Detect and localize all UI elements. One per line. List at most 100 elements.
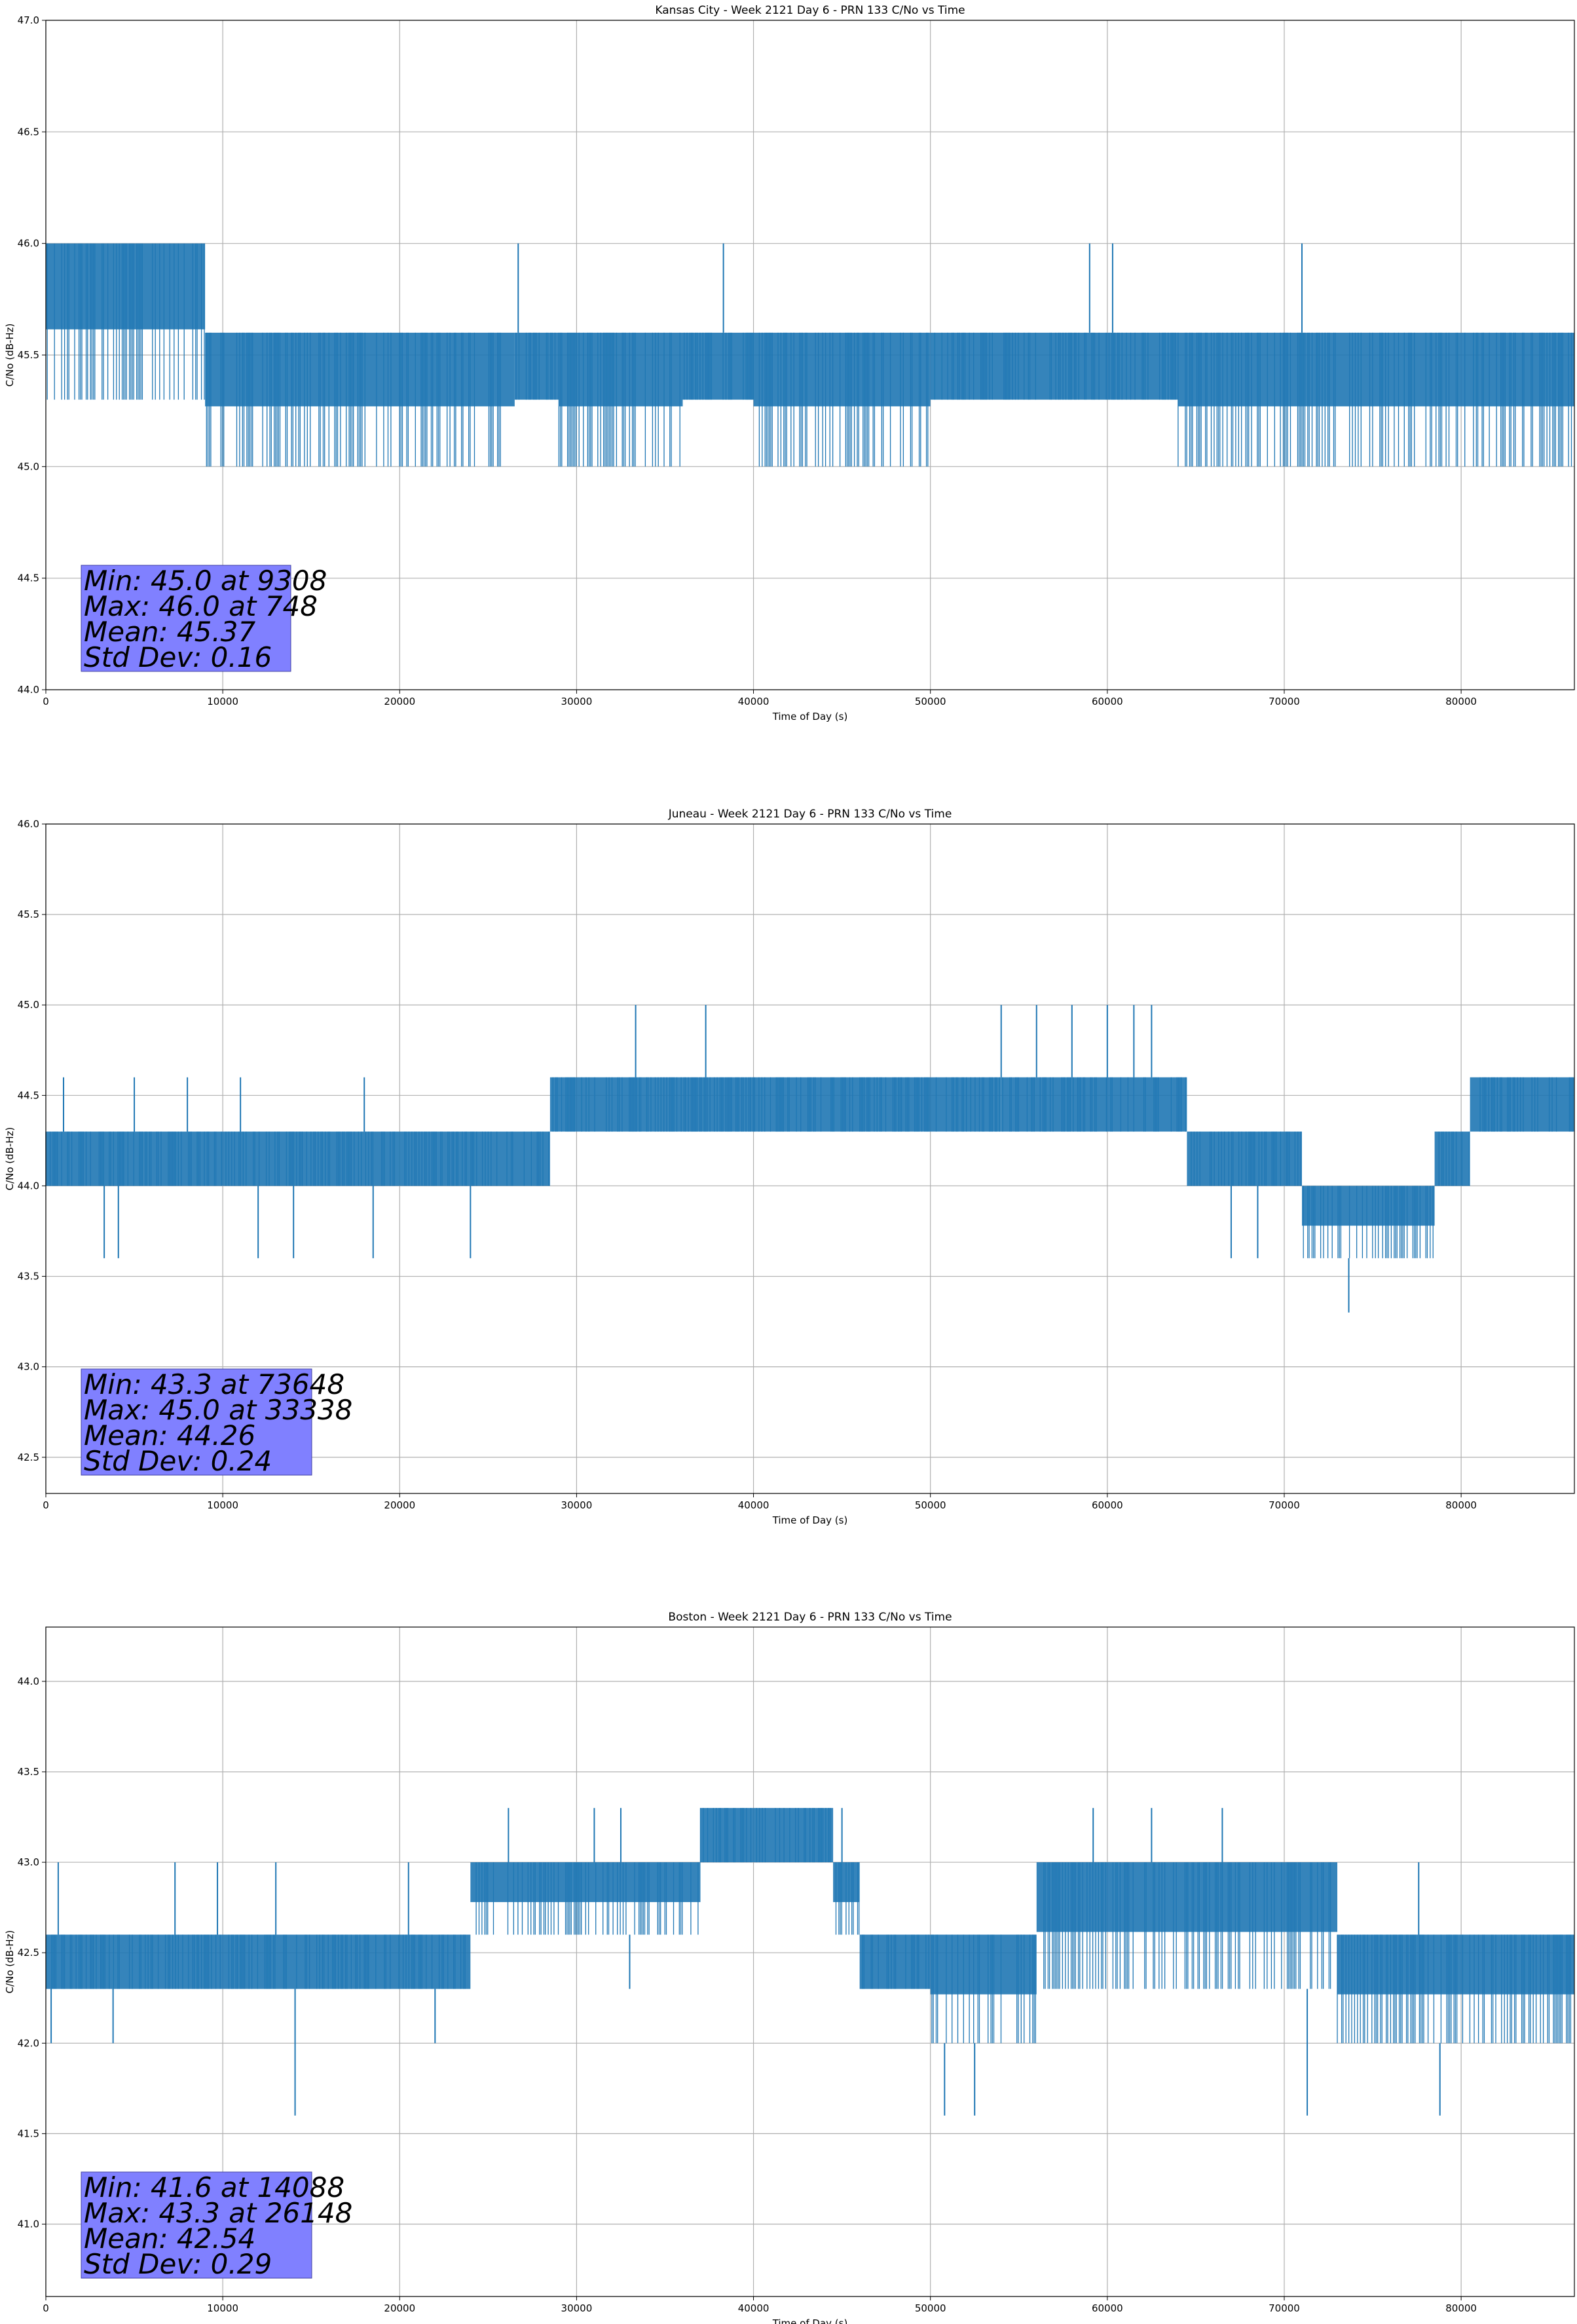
- signal-band: [1001, 1077, 1187, 1132]
- signal-trace: [51, 1808, 1572, 2044]
- stats-line: Min: 45.0 at 9308: [84, 565, 327, 597]
- x-tick-label: 30000: [561, 2302, 593, 2314]
- chart-title: Boston - Week 2121 Day 6 - PRN 133 C/No …: [668, 1611, 952, 1624]
- x-tick-label: 40000: [738, 2302, 770, 2314]
- stats-line: Mean: 44.26: [84, 1419, 255, 1452]
- stats-box-background: [81, 565, 291, 672]
- x-axis-label: Time of Day (s): [772, 2317, 848, 2324]
- signal-band: [46, 1131, 550, 1186]
- y-tick-label: 42.5: [18, 1452, 39, 1463]
- y-tick-label: 46.0: [18, 238, 39, 250]
- x-tick-label: 10000: [207, 1499, 238, 1511]
- chart-panel-3: Boston - Week 2121 Day 6 - PRN 133 C/No …: [4, 1611, 1575, 2324]
- x-tick-label: 40000: [738, 696, 770, 707]
- y-tick-label: 43.0: [18, 1856, 39, 1868]
- x-tick-label: 0: [43, 1499, 49, 1511]
- x-tick-label: 70000: [1269, 696, 1300, 707]
- signal-band: [1187, 1131, 1302, 1186]
- y-tick-label: 42.5: [18, 1947, 39, 1959]
- y-axis-label: C/No (dB-Hz): [4, 1930, 16, 1994]
- axes-frame: [45, 1626, 1575, 2297]
- signal-band: [700, 1808, 834, 1863]
- signal-band: [859, 1934, 931, 1989]
- y-tick-label: 43.5: [18, 1766, 39, 1778]
- y-tick-label: 45.0: [18, 460, 39, 472]
- y-tick-label: 44.0: [18, 1180, 39, 1191]
- y-axis-label: C/No (dB-Hz): [4, 324, 16, 387]
- signal-band: [930, 332, 1178, 400]
- signal-band: [1178, 332, 1574, 407]
- x-tick-label: 50000: [915, 1499, 946, 1511]
- stats-box-background: [81, 2171, 312, 2279]
- chart-panel-1: Kansas City - Week 2121 Day 6 - PRN 133 …: [4, 4, 1575, 722]
- signal-band: [1036, 1862, 1338, 1932]
- x-tick-label: 70000: [1269, 1499, 1300, 1511]
- signal-band: [559, 332, 683, 407]
- x-tick-label: 60000: [1092, 1499, 1123, 1511]
- stats-line: Std Dev: 0.29: [84, 2248, 272, 2280]
- x-axis-label: Time of Day (s): [772, 711, 848, 722]
- y-tick-label: 44.5: [18, 572, 39, 584]
- y-tick-label: 42.0: [18, 2037, 39, 2049]
- stats-line: Max: 45.0 at 33338: [84, 1394, 352, 1426]
- x-tick-label: 60000: [1092, 696, 1123, 707]
- y-tick-label: 46.5: [18, 126, 39, 138]
- stats-line: Mean: 45.37: [84, 616, 255, 648]
- x-tick-label: 60000: [1092, 2302, 1123, 2314]
- x-tick-label: 50000: [915, 2302, 946, 2314]
- y-tick-label: 41.5: [18, 2127, 39, 2139]
- x-tick-label: 20000: [384, 696, 415, 707]
- signal-band: [46, 1934, 471, 1989]
- x-axis-label: Time of Day (s): [772, 1514, 848, 1526]
- stats-line: Std Dev: 0.16: [84, 641, 272, 673]
- signal-band: [753, 332, 931, 407]
- x-tick-label: 30000: [561, 696, 593, 707]
- y-tick-label: 44.5: [18, 1089, 39, 1101]
- signal-trace: [46, 243, 1572, 467]
- chart-title: Juneau - Week 2121 Day 6 - PRN 133 C/No …: [668, 808, 952, 821]
- stats-box-background: [81, 1368, 312, 1476]
- y-tick-label: 41.0: [18, 2219, 39, 2230]
- y-tick-label: 43.5: [18, 1271, 39, 1283]
- axes-frame: [45, 823, 1575, 1494]
- axes-frame: [45, 20, 1575, 690]
- signal-band: [930, 1934, 1037, 1995]
- chart-title: Kansas City - Week 2121 Day 6 - PRN 133 …: [655, 4, 965, 17]
- y-tick-label: 45.5: [18, 909, 39, 920]
- x-tick-label: 80000: [1445, 2302, 1477, 2314]
- stats-line: Mean: 42.54: [84, 2222, 255, 2255]
- y-axis-label: C/No (dB-Hz): [4, 1127, 16, 1191]
- stats-line: Max: 43.3 at 26148: [84, 2197, 352, 2229]
- chart-panel-2: Juneau - Week 2121 Day 6 - PRN 133 C/No …: [4, 808, 1575, 1526]
- y-tick-label: 47.0: [18, 14, 39, 26]
- x-tick-label: 20000: [384, 1499, 415, 1511]
- x-tick-label: 30000: [561, 1499, 593, 1511]
- x-tick-label: 0: [43, 2302, 49, 2314]
- stats-line: Min: 43.3 at 73648: [84, 1368, 344, 1400]
- y-tick-label: 44.0: [18, 684, 39, 696]
- x-tick-label: 10000: [207, 696, 238, 707]
- x-tick-label: 40000: [738, 1499, 770, 1511]
- y-tick-label: 43.0: [18, 1361, 39, 1373]
- signal-band: [514, 332, 559, 400]
- x-tick-label: 0: [43, 696, 49, 707]
- x-tick-label: 50000: [915, 696, 946, 707]
- stats-line: Std Dev: 0.24: [84, 1445, 272, 1477]
- signal-band: [1470, 1077, 1574, 1132]
- stats-line: Max: 46.0 at 748: [84, 590, 318, 622]
- x-tick-label: 80000: [1445, 696, 1477, 707]
- signal-band: [682, 332, 754, 400]
- x-tick-label: 80000: [1445, 1499, 1477, 1511]
- y-tick-label: 46.0: [18, 818, 39, 830]
- y-tick-label: 44.0: [18, 1676, 39, 1687]
- x-tick-label: 70000: [1269, 2302, 1300, 2314]
- y-tick-label: 45.5: [18, 349, 39, 361]
- y-tick-label: 45.0: [18, 999, 39, 1011]
- x-tick-label: 20000: [384, 2302, 415, 2314]
- x-tick-label: 10000: [207, 2302, 238, 2314]
- stats-line: Min: 41.6 at 14088: [84, 2171, 344, 2203]
